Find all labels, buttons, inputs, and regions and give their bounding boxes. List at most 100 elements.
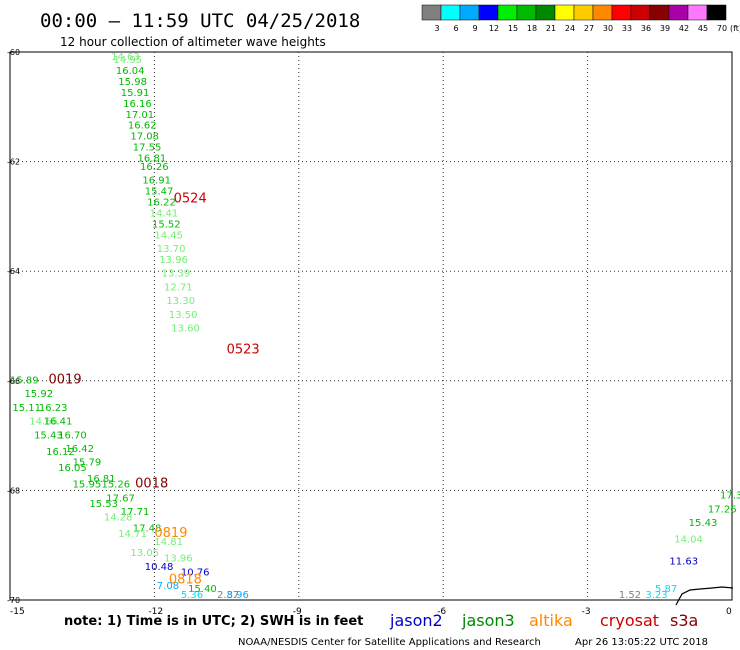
swh-point: 13.70	[157, 244, 186, 255]
pass-time-labels: 0524 0523 0019 0018 0819 0818	[49, 192, 260, 588]
swh-point: 11.63	[669, 556, 698, 567]
satellite-name: altika	[529, 611, 573, 630]
y-tick-label: -62	[7, 158, 20, 167]
swh-point: 3.23	[645, 590, 667, 601]
swh-point: 13.50	[169, 310, 198, 321]
footer-credit: NOAA/NESDIS Center for Satellite Applica…	[238, 637, 541, 648]
swh-point: 16.16	[123, 99, 152, 110]
legend-swatch	[478, 4, 499, 21]
swh-point: 13.30	[166, 296, 195, 307]
swh-point: 10.76	[181, 567, 210, 578]
legend-swatch	[516, 4, 537, 21]
chart-subtitle: 12 hour collection of altimeter wave hei…	[60, 35, 326, 49]
swh-point: 7.08	[157, 581, 179, 592]
legend-value: 36	[641, 24, 651, 33]
swh-point: 16.81	[87, 474, 116, 485]
legend-value: 42	[679, 24, 689, 33]
swh-point: 15.11	[12, 403, 41, 414]
legend-swatch	[535, 4, 556, 21]
coastline	[675, 586, 734, 606]
swh-point: 16.91	[142, 176, 171, 187]
x-tick-label: -3	[582, 607, 591, 617]
legend-swatch	[706, 4, 727, 21]
y-tick-label: -68	[7, 486, 20, 495]
swh-point: 15.43	[34, 430, 63, 441]
swh-point: 12.71	[164, 282, 193, 293]
legend-swatch	[592, 4, 613, 21]
legend-value: 12	[489, 24, 499, 33]
swh-point: 17.67	[106, 493, 135, 504]
legend-value: 15	[508, 24, 518, 33]
swh-point: 5.87	[655, 584, 677, 595]
legend-value: 18	[527, 24, 537, 33]
satellite-legend: jason2 jason3 altika cryosat s3a	[389, 611, 698, 630]
swh-point: 16.12	[46, 447, 75, 458]
swh-point: 15.98	[118, 77, 147, 88]
y-tick-label: -70	[7, 596, 20, 605]
legend-swatch	[611, 4, 632, 21]
swh-point: 14.66	[29, 417, 58, 428]
swh-point: 5.36	[181, 590, 203, 601]
axis-ticks: -15 -12 -9 -6 -3 0 -60 -62 -64 -66 -68 -70	[7, 48, 732, 617]
swh-point: 15.52	[152, 219, 181, 230]
x-tick-label: -9	[293, 607, 302, 617]
pass-time-label: 0524	[174, 192, 207, 207]
legend-value: 6	[453, 24, 458, 33]
legend-value: 3	[434, 24, 439, 33]
swh-point: 2.37	[217, 590, 239, 601]
swh-point: 15.89	[10, 376, 39, 387]
legend-swatch	[554, 4, 575, 21]
legend-swatch	[649, 4, 670, 21]
swh-point: 14.04	[674, 534, 703, 545]
legend-value: 24	[565, 24, 575, 33]
legend-value: 39	[660, 24, 670, 33]
wave-height-points: 14.6314.9516.0415.9815.9116.1617.0116.62…	[10, 52, 740, 601]
legend-value: 70	[717, 24, 727, 33]
legend-swatch	[573, 4, 594, 21]
pass-time-label: 0523	[227, 342, 260, 357]
swh-point: 14.41	[150, 208, 179, 219]
pass-time-label: 0019	[49, 373, 82, 388]
legend-value: 9	[472, 24, 477, 33]
swh-point: 15.53	[89, 499, 118, 510]
swh-point: 16.22	[147, 197, 176, 208]
swh-point: 16.62	[128, 121, 157, 132]
satellite-name: cryosat	[600, 611, 659, 630]
x-tick-label: -12	[148, 607, 163, 617]
swh-point: 15.43	[689, 518, 718, 529]
y-tick-label: -64	[7, 267, 20, 276]
swh-point: 17.3	[720, 491, 740, 502]
swh-point: 13.39	[162, 269, 191, 280]
satellite-name: s3a	[670, 611, 698, 630]
x-tick-label: -15	[10, 607, 25, 617]
swh-point: 15.47	[145, 186, 174, 197]
swh-point: 16.05	[58, 463, 87, 474]
swh-point: 13.96	[164, 554, 193, 565]
pass-time-label: 0018	[135, 477, 168, 492]
x-tick-label: -6	[437, 607, 446, 617]
swh-point: 15.92	[24, 389, 53, 400]
swh-point: 14.95	[113, 55, 142, 66]
pass-time-label: 0819	[154, 526, 187, 541]
swh-point: 16.23	[39, 403, 68, 414]
swh-point: 15.91	[121, 88, 150, 99]
y-tick-label: -66	[7, 377, 20, 386]
swh-point: 17.08	[130, 132, 159, 143]
swh-point: 16.41	[44, 417, 73, 428]
swh-point: 14.28	[104, 513, 133, 524]
swh-point: 16.70	[58, 430, 87, 441]
legend-value: 45	[698, 24, 708, 33]
swh-point: 15.26	[101, 480, 130, 491]
swh-point: 17.01	[126, 110, 155, 121]
y-tick-label: -60	[7, 48, 20, 57]
swh-point: 13.05	[130, 548, 159, 559]
swh-point: 16.04	[116, 66, 145, 77]
pass-time-label: 0818	[169, 573, 202, 588]
swh-point: 13.60	[171, 323, 200, 334]
legend-swatch	[421, 4, 442, 21]
legend-value: 33	[622, 24, 632, 33]
legend-swatch	[440, 4, 461, 21]
swh-point: 17.71	[121, 507, 150, 518]
legend-swatch	[687, 4, 708, 21]
